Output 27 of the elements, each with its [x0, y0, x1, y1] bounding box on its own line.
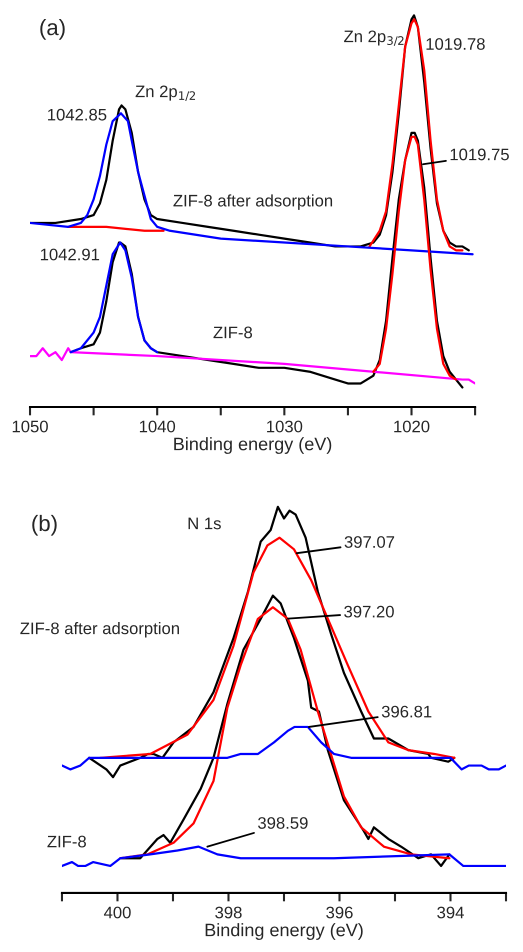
annotation: ZIF-8 after adsorption: [173, 194, 332, 210]
annotation: Zn 2p$_{3/2}$: [344, 30, 404, 46]
annotation: 396.81: [382, 706, 432, 718]
x-tick-label: 398: [215, 906, 242, 918]
chart-title: (a): [40, 18, 65, 40]
x-axis-title: Binding energy (eV): [206, 923, 363, 940]
annotation: 1019.78: [426, 38, 485, 50]
annotation: 397.07: [344, 536, 394, 548]
annotation: ZIF-8: [213, 326, 252, 338]
x-tick-label: 1040: [140, 420, 176, 432]
x-tick-label: 400: [104, 906, 131, 918]
annotation: 1042.85: [48, 108, 106, 121]
chart-title: (b): [32, 514, 57, 536]
x-tick-label: 1020: [394, 420, 430, 432]
annotation: ZIF-8 after adsorption: [20, 622, 179, 638]
annotation: 397.20: [344, 606, 394, 618]
x-tick-label: 396: [326, 906, 353, 918]
annotation: 398.59: [258, 817, 308, 829]
x-tick-label: 394: [437, 906, 464, 918]
annotation: Zn 2p$_{1/2}$: [136, 85, 196, 101]
x-axis-title: Binding energy (eV): [174, 437, 332, 454]
annotation: 1019.75: [450, 148, 509, 160]
annotation: N 1s: [188, 518, 221, 530]
x-tick-label: 1050: [12, 420, 48, 432]
x-tick-label: 1030: [267, 420, 302, 432]
annotation: ZIF-8: [47, 836, 86, 848]
annotation: 1042.91: [40, 248, 100, 260]
